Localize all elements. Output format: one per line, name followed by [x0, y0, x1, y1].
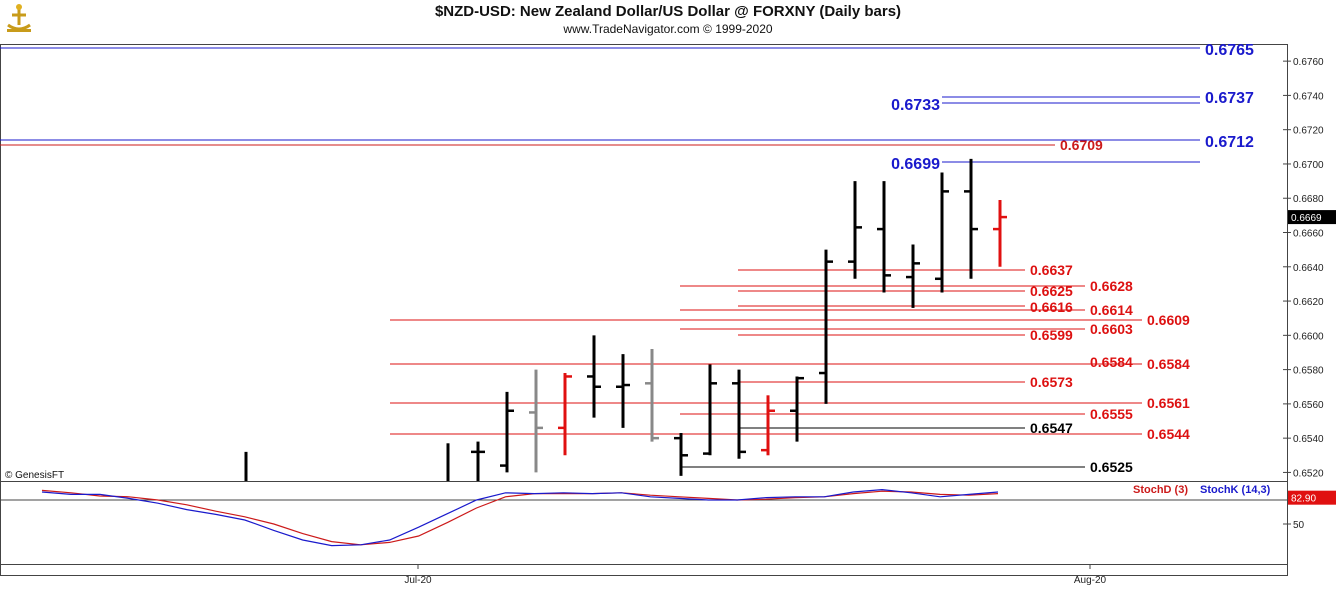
ohlc-bar — [674, 433, 688, 476]
y-tick-label: 0.6680 — [1293, 194, 1324, 205]
ohlc-bar — [906, 244, 920, 308]
ohlc-bar — [703, 364, 717, 456]
support-label: 0.6614 — [1090, 302, 1133, 318]
chart-title: $NZD-USD: New Zealand Dollar/US Dollar @… — [434, 3, 902, 20]
ohlc-bar — [993, 199, 1007, 267]
support-label: 0.6547 — [1030, 420, 1073, 436]
y-tick-label: 0.6540 — [1293, 434, 1324, 445]
ohlc-bar — [848, 181, 862, 279]
resistance-label: 0.6712 — [1205, 134, 1254, 151]
ohlc-bar — [645, 349, 659, 442]
stoch-tick-label: 50 — [1293, 520, 1305, 531]
x-tick-label: Jul-20 — [404, 575, 432, 586]
ohlc-bar — [587, 335, 601, 418]
support-label: 0.6603 — [1090, 321, 1133, 337]
stoch-last-label: 82.90 — [1291, 494, 1316, 505]
ohlc-bar — [819, 249, 833, 404]
support-label: 0.6544 — [1147, 426, 1190, 442]
y-tick-label: 0.6660 — [1293, 229, 1324, 240]
chart-subtitle: www.TradeNavigator.com © 1999-2020 — [563, 22, 773, 36]
y-tick-label: 0.6640 — [1293, 263, 1324, 274]
ohlc-bar — [761, 395, 775, 456]
ohlc-bar — [790, 376, 804, 442]
ohlc-bar — [964, 158, 978, 279]
ohlc-bar — [471, 441, 485, 481]
x-tick-label: Aug-20 — [1074, 575, 1107, 586]
trade-navigator-logo-icon — [4, 3, 34, 35]
support-label: 0.6599 — [1030, 327, 1073, 343]
stoch-last-box — [1288, 490, 1336, 505]
y-tick-label: 0.6700 — [1293, 160, 1324, 171]
stoch-k-line — [41, 488, 999, 547]
support-label: 0.6561 — [1147, 395, 1190, 411]
ohlc-bar — [558, 373, 572, 456]
support-label: 0.6637 — [1030, 262, 1073, 278]
last-price-box — [1288, 210, 1336, 225]
watermark-label: © GenesisFT — [5, 470, 64, 481]
support-label: 0.6555 — [1090, 406, 1133, 422]
y-tick-label: 0.6760 — [1293, 57, 1324, 68]
resistance-label: 0.6709 — [1060, 137, 1103, 153]
stochastic-panel: StochD (3) StochK (14,3) 82.90 50 — [0, 484, 1336, 547]
y-tick-label: 0.6560 — [1293, 400, 1324, 411]
support-label: 0.6584 — [1147, 356, 1190, 372]
ohlc-bar — [935, 172, 949, 293]
y-tick-label: 0.6600 — [1293, 331, 1324, 342]
level-lines: 0.6765 0.6737 0.6733 0.6712 0.6709 0.6699 0.66… — [0, 42, 1254, 475]
resistance-label: 0.6733 — [891, 97, 940, 114]
support-label: 0.6625 — [1030, 283, 1073, 299]
stoch-k-label: StochK (14,3) — [1200, 484, 1271, 496]
y-tick-label: 0.6720 — [1293, 126, 1324, 137]
chart-header: $NZD-USD: New Zealand Dollar/US Dollar @… — [0, 0, 1336, 44]
y-tick-label: 0.6740 — [1293, 91, 1324, 102]
stoch-d-label: StochD (3) — [1133, 484, 1188, 496]
ohlc-bar — [732, 369, 746, 459]
support-label: 0.6609 — [1147, 312, 1190, 328]
ohlc-bar — [500, 391, 514, 473]
ohlc-bar — [529, 369, 543, 473]
y-tick-label: 0.6580 — [1293, 366, 1324, 377]
date-axis: Jul-20 Aug-20 — [404, 564, 1107, 586]
ohlc-bar — [877, 181, 891, 293]
support-label: 0.6525 — [1090, 459, 1133, 475]
support-label: 0.6616 — [1030, 299, 1073, 315]
price-bars — [244, 158, 1007, 481]
y-tick-label: 0.6520 — [1293, 468, 1324, 479]
resistance-label: 0.6737 — [1205, 90, 1254, 107]
price-axis: 0.6520 0.6540 0.6560 0.6580 0.6600 0.6620 0.66… — [1283, 44, 1336, 575]
support-label: 0.6628 — [1090, 278, 1133, 294]
last-price-label: 0.6669 — [1291, 213, 1322, 224]
support-label: 0.6573 — [1030, 374, 1073, 390]
resistance-label: 0.6765 — [1205, 42, 1254, 59]
support-label: 0.6584 — [1090, 354, 1133, 370]
stoch-d-line — [41, 489, 999, 546]
y-tick-label: 0.6620 — [1293, 297, 1324, 308]
resistance-label: 0.6699 — [891, 156, 940, 173]
ohlc-bar — [616, 354, 630, 428]
